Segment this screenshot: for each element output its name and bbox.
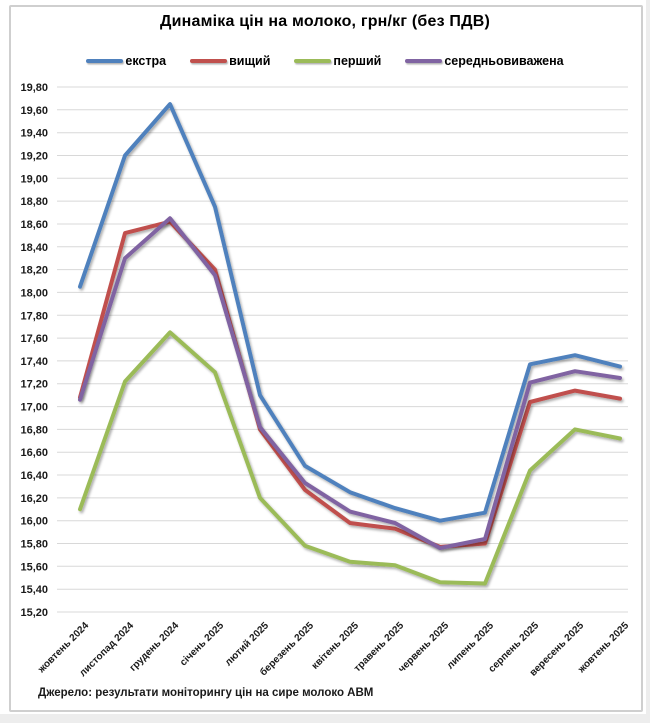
- y-axis-tick-label: 18,80: [20, 196, 48, 208]
- y-axis-tick-label: 17,20: [20, 379, 48, 391]
- y-axis-tick-label: 16,80: [20, 424, 48, 436]
- y-axis-tick-label: 17,40: [20, 356, 48, 368]
- y-axis-tick-label: 19,20: [20, 151, 48, 163]
- legend-item-ekstra: екстра: [86, 54, 166, 68]
- legend-label-serednovyvazhena: середньовиважена: [444, 54, 564, 68]
- y-axis-tick-label: 16,20: [20, 493, 48, 505]
- page-edge-bottom: [0, 714, 650, 723]
- y-axis-tick-label: 17,00: [20, 402, 48, 414]
- chart-legend: екстра вищий перший середньовиважена: [0, 54, 650, 68]
- legend-label-pershyi: перший: [333, 54, 382, 68]
- legend-label-vyshchyi: вищий: [229, 54, 271, 68]
- y-axis-tick-label: 18,20: [20, 265, 48, 277]
- legend-label-ekstra: екстра: [125, 54, 167, 68]
- y-axis-tick-label: 17,60: [20, 333, 48, 345]
- y-axis-tick-label: 16,40: [20, 470, 48, 482]
- x-axis-tick-label: січень 2025: [178, 620, 226, 668]
- y-axis-tick-label: 15,20: [20, 607, 48, 619]
- line-swatch-icon-pershyi: [294, 58, 332, 64]
- y-axis-tick-label: 19,80: [20, 82, 48, 94]
- y-axis-tick-label: 19,40: [20, 128, 48, 140]
- series-line-середньовиважена: [78, 216, 622, 551]
- page-edge-right: [646, 0, 650, 723]
- y-axis-tick-label: 19,60: [20, 105, 48, 117]
- line-swatch-icon-serednovyvazhena: [405, 58, 443, 64]
- y-axis-tick-label: 16,00: [20, 516, 48, 528]
- series-line-екстра: [78, 102, 622, 523]
- source-note: Джерело: результати моніторингу цін на с…: [38, 687, 374, 699]
- series-line-вищий: [78, 219, 622, 549]
- y-axis-tick-label: 19,00: [20, 173, 48, 185]
- y-axis-tick-label: 17,80: [20, 310, 48, 322]
- y-axis-tick-label: 15,60: [20, 561, 48, 573]
- chart-title: Динаміка цін на молоко, грн/кг (без ПДВ): [160, 13, 490, 30]
- chart-frame: [9, 5, 643, 712]
- y-axis-tick-label: 18,60: [20, 219, 48, 231]
- y-axis-tick-label: 15,40: [20, 584, 48, 596]
- x-axis-tick-label: лютий 2025: [223, 620, 271, 668]
- y-axis-tick-label: 18,00: [20, 287, 48, 299]
- line-swatch-icon-vyshchyi: [190, 58, 228, 64]
- y-axis-tick-label: 18,40: [20, 242, 48, 254]
- legend-item-pershyi: перший: [294, 54, 381, 68]
- series-line-перший: [78, 330, 622, 586]
- legend-item-vyshchyi: вищий: [190, 54, 270, 68]
- legend-item-serednovyvazhena: середньовиважена: [405, 54, 564, 68]
- y-axis-tick-label: 16,60: [20, 447, 48, 459]
- line-swatch-icon-ekstra: [86, 58, 124, 64]
- y-axis-tick-label: 15,80: [20, 539, 48, 551]
